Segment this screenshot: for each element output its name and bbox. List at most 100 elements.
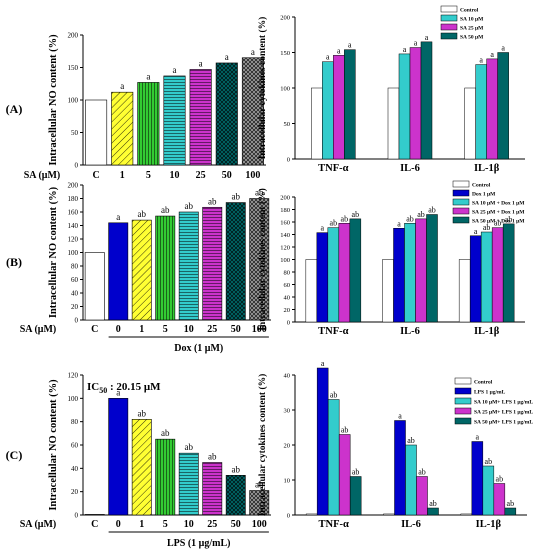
panel-a-no-y-tick-label: 150 (68, 64, 79, 72)
panel-b-no-significance-label: ab (161, 205, 170, 215)
panel-a-no-bar-10 (163, 75, 186, 166)
panel-a-no-x-tick-label: C (92, 170, 99, 181)
panel-a-cyto-bar-TNF-α-s2 (333, 55, 345, 160)
panel-b-cyto-legend-entry-0: Control (472, 183, 491, 189)
panel-a-cyto-y-tick-label: 50 (284, 121, 291, 128)
panel-a-no-significance-label: a (120, 81, 124, 91)
panel-b-no-panel-label: (B) (6, 255, 22, 269)
panel-c-cyto-legend-entry-2: SA 10 μM+ LPS 1 μg/mL (474, 400, 533, 406)
panel-a-cyto-bar-TNF-α-s3 (344, 49, 356, 160)
panel-b-cyto-bar-IL-1β-s3 (491, 227, 504, 323)
panel-a-no-bar-25 (189, 69, 212, 166)
panel-c-no-x-axis-prefix: SA (μM) (20, 519, 57, 530)
panel-a-no-panel-label: (A) (6, 102, 23, 116)
panel-b-cyto-y-tick-label: 40 (284, 295, 291, 302)
panel-a-no-bar-1 (111, 91, 134, 166)
panel-b-cyto-legend-swatch-3 (452, 207, 470, 215)
panel-b-cyto-significance-label: ab (352, 210, 360, 219)
panel-c-cyto-significance-label: ab (429, 499, 437, 508)
panel-b-cyto-y-tick-label: 200 (280, 195, 290, 202)
panel-b-no-y-tick-label: 80 (71, 263, 79, 271)
panel-a-cyto-legend-entry-2: SA 25 μM (460, 26, 484, 32)
panel-b-no-bar-25 (202, 206, 223, 321)
panel-b-cyto-bar-IL-6-s2 (404, 223, 416, 323)
panel-a-no-significance-label: a (225, 52, 229, 62)
panel-b-cyto-bar-IL-6-s3 (415, 218, 427, 323)
panel-b-cyto-significance-label: a (474, 227, 478, 236)
panel-c-cyto-bar-TNF-α-s0 (305, 513, 318, 516)
panel-b-cyto-significance-label: ab (417, 210, 425, 219)
panel-a-cyto-bar-IL-1β-s2 (486, 58, 498, 160)
panel-c-cyto-legend-swatch-3 (454, 407, 472, 415)
panel-a-cyto-x-tick-label: IL-1β (474, 163, 500, 174)
panel-c-cyto-significance-label: ab (485, 457, 493, 466)
panel-a-no-x-tick-label: 25 (196, 170, 206, 181)
panel-b-no-x-tick-label: 1 (139, 324, 144, 335)
panel-a-cyto-significance-label: a (479, 56, 483, 65)
panel-b-cyto-y-tick-label: 140 (280, 232, 290, 239)
panel-c-cyto-legend-entry-3: SA 25 μM+ LPS 1 μg/mL (474, 410, 533, 416)
panel-b-no-bar-10 (178, 211, 199, 321)
panel-a-no-significance-label: a (199, 58, 203, 68)
panel-b-cyto-bar-IL-1β-s0 (458, 259, 471, 323)
panel-b-cyto-significance-label: ab (483, 223, 491, 232)
panel-a-cyto-significance-label: a (326, 53, 330, 62)
panel-c-no-y-axis-label: Intracellular NO content (%) (48, 379, 59, 511)
panel-b-cyto-significance-label: a (321, 224, 325, 233)
panel-a-cyto-legend-entry-1: SA 10 μM (460, 17, 484, 23)
panel-b-no-bar-5 (155, 215, 176, 321)
panel-c-no-bar-25 (202, 462, 223, 516)
panel-b-cyto-legend-entry-1: Dox 1 μM (472, 192, 496, 198)
panel-c-no-x-axis-label: LPS (1 μg/mL) (167, 538, 230, 549)
panel-b-no-bar-100 (249, 198, 270, 321)
panel-a-cyto-legend-swatch-3 (440, 32, 458, 40)
panel-a-cyto-y-tick-label: 0 (287, 157, 290, 164)
panel-a-no-bar-50 (215, 62, 238, 166)
panel-b-no-significance-label: ab (255, 188, 264, 198)
panel-c-no-y-tick-label: 20 (71, 488, 79, 496)
panel-c-cyto-bar-IL-1β-s3 (493, 483, 506, 516)
panel-b-cyto-bar-IL-6-s0 (382, 259, 394, 323)
chart-layer: 050100150200Ca1a5a10a25a50a100Intracellu… (6, 5, 533, 549)
panel-a-no-y-tick-label: 200 (68, 32, 79, 40)
panel-a-cyto-legend-swatch-2 (440, 23, 458, 31)
panel-c-no-x-tick-label: C (91, 519, 98, 530)
panel-c-no-bar-5 (155, 438, 176, 516)
panel-c-cyto-bar-TNF-α-s2 (327, 399, 340, 516)
panel-c-cyto-bar-TNF-α-s3 (338, 434, 351, 516)
panel-c-no-bar-10 (178, 452, 199, 516)
panel-a-no-x-tick-label: 1 (120, 170, 125, 181)
panel-c-cyto-y-tick-label: 30 (284, 408, 291, 415)
panel-a-no-x-tick-label: 10 (170, 170, 180, 181)
panel-b-no-y-axis-label: Intracellular NO content (%) (48, 186, 59, 318)
panel-c-cyto-significance-label: ab (507, 499, 515, 508)
panel-c-no-significance-label: ab (208, 452, 217, 462)
panel-c-cyto-legend-entry-0: Control (474, 380, 493, 386)
panel-b-no-x-tick-label: 0 (116, 324, 121, 335)
panel-c-no-significance-label: ab (255, 480, 264, 490)
panel-a-cyto-bar-IL-1β-s3 (497, 52, 509, 160)
panel-c-no-bar-50 (225, 475, 246, 516)
panel-c-no-significance-label: a (116, 387, 120, 397)
panel-c-cyto-bar-IL-1β-s2 (482, 465, 495, 516)
panel-b-no-significance-label: a (116, 212, 120, 222)
panel-a-cyto-bar-IL-6-s3 (420, 41, 433, 160)
panel-c-cyto-bar-IL-1β-s0 (460, 513, 473, 516)
panel-b-cyto-legend-swatch-2 (452, 198, 470, 206)
panel-c-cyto-bar-IL-1β-s1 (471, 441, 484, 516)
panel-c-no-x-tick-label: 100 (252, 519, 267, 530)
panel-b-cyto-significance-label: ab (341, 214, 349, 223)
panel-c-cyto-bar-IL-6-s3 (416, 476, 428, 516)
panel-b-no-x-tick-label: 25 (207, 324, 217, 335)
panel-b-no-x-axis-label: Dox (1 μM) (174, 343, 223, 354)
panel-b-cyto-y-tick-label: 60 (284, 282, 291, 289)
panel-c-cyto-significance-label: ab (330, 391, 338, 400)
panel-c-no-x-tick-label: 5 (163, 519, 168, 530)
panel-c-cyto-bar-IL-1β-s4 (504, 507, 517, 516)
panel-b-cyto-significance-label: ab (505, 215, 513, 224)
panel-c-cyto-x-tick-label: IL-6 (401, 519, 421, 530)
panel-b-cyto-bar-IL-1β-s4 (502, 223, 515, 323)
panel-b-no-x-axis-prefix: SA (μM) (20, 324, 57, 335)
panel-a-no-significance-label: a (251, 47, 255, 57)
